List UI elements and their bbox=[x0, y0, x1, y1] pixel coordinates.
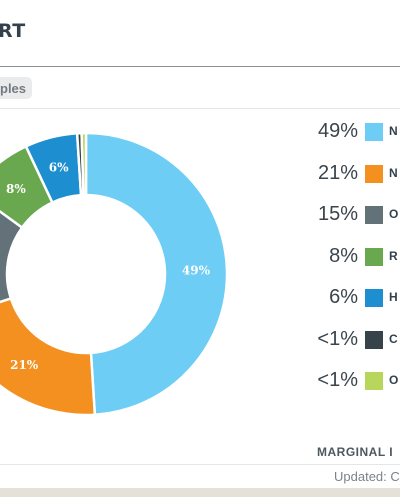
slice-label: 21% bbox=[10, 358, 39, 372]
legend-label: O bbox=[389, 207, 399, 221]
chart-header: RT bbox=[0, 0, 400, 67]
filter-chip-label: ples bbox=[0, 81, 27, 96]
legend-swatch bbox=[365, 247, 383, 266]
legend-item[interactable]: <1% O bbox=[300, 369, 400, 393]
slice-label: 8% bbox=[6, 182, 26, 196]
legend-percent: 49% bbox=[317, 120, 358, 142]
legend-item[interactable]: 15% O bbox=[300, 203, 400, 227]
filter-chip[interactable]: ples bbox=[0, 77, 32, 99]
donut-slice[interactable] bbox=[80, 131, 88, 197]
legend-percent: 21% bbox=[317, 161, 358, 184]
bottom-band bbox=[0, 488, 400, 497]
legend-swatch bbox=[365, 206, 383, 224]
legend-swatch bbox=[365, 330, 383, 349]
legend-label: H bbox=[389, 290, 398, 304]
donut-slice[interactable] bbox=[84, 131, 229, 417]
legend-label: N bbox=[389, 165, 398, 180]
legend-percent: <1% bbox=[317, 369, 358, 391]
legend-swatch bbox=[365, 123, 383, 141]
legend-percent: 8% bbox=[329, 244, 358, 267]
legend-item[interactable]: <1% C bbox=[300, 328, 400, 352]
legend-percent: 6% bbox=[329, 286, 358, 308]
legend-swatch bbox=[365, 372, 383, 390]
updated-text: Updated: C bbox=[334, 469, 400, 484]
donut-slice[interactable] bbox=[0, 191, 24, 317]
slice-label: 49% bbox=[182, 264, 211, 278]
footer: Updated: C bbox=[0, 464, 400, 498]
legend-label: C bbox=[389, 331, 398, 346]
legend-swatch bbox=[365, 164, 383, 183]
legend-label: R bbox=[389, 248, 398, 263]
slice-label: 6% bbox=[49, 160, 69, 174]
donut-slice[interactable] bbox=[0, 296, 97, 417]
legend-percent: <1% bbox=[317, 327, 358, 350]
legend-percent: 15% bbox=[317, 203, 358, 225]
legend-item[interactable]: 6% H bbox=[300, 286, 400, 310]
marginal-label: MARGINAL I bbox=[317, 445, 394, 459]
legend-item[interactable]: 8% R bbox=[300, 245, 400, 269]
chart-title: RT bbox=[0, 20, 26, 42]
divider bbox=[0, 108, 400, 109]
legend-label: N bbox=[389, 124, 398, 138]
legend-label: O bbox=[389, 373, 399, 387]
legend-swatch bbox=[365, 289, 383, 307]
legend-item[interactable]: 49% N bbox=[300, 120, 400, 144]
legend-item[interactable]: 21% N bbox=[300, 162, 400, 186]
